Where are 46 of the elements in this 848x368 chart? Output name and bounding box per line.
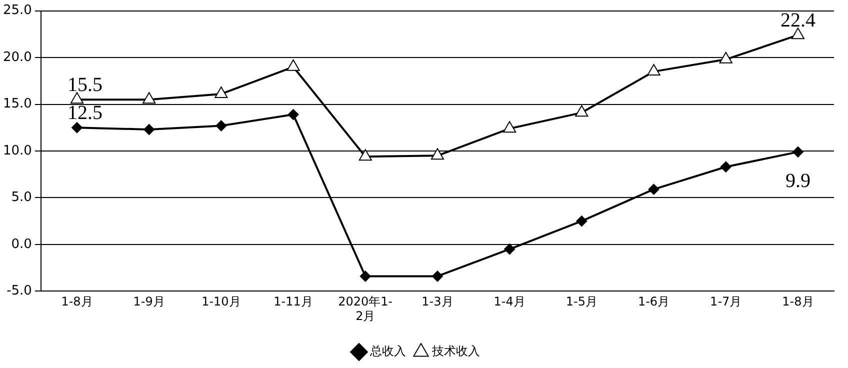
legend-label: 技术收入 (431, 344, 480, 358)
y-tick-label: 10.0 (2, 143, 32, 158)
legend-label: 总收入 (369, 344, 406, 358)
x-tick-label: 2020年1-2月 (338, 294, 393, 323)
y-tick-label: 0.0 (11, 236, 32, 252)
x-tick-label: 1-9月 (133, 294, 165, 309)
point (504, 244, 516, 255)
point (791, 28, 805, 40)
point (358, 149, 372, 161)
point (144, 124, 155, 136)
x-tick-label: 1-7月 (710, 294, 742, 309)
y-tick-label: 20.0 (2, 50, 32, 65)
x-tick-label: 1-11月 (274, 294, 313, 309)
data-label: 9.9 (785, 170, 810, 192)
point (71, 122, 82, 134)
y-tick-label: 25.0 (2, 3, 32, 18)
x-tick-label: 1-5月 (566, 294, 598, 309)
x-tick-label: 1-8月 (782, 294, 814, 309)
point (648, 184, 660, 195)
data-label: 22.4 (780, 9, 816, 32)
point (719, 52, 732, 64)
point (288, 109, 299, 120)
point (430, 148, 444, 160)
point (432, 270, 443, 282)
point (647, 64, 660, 76)
y-tick-label: 5.0 (11, 190, 32, 206)
x-tick-label: 1-10月 (202, 294, 241, 309)
point (575, 105, 588, 117)
point (360, 270, 371, 282)
point (142, 92, 156, 104)
point (214, 86, 228, 98)
data-label: 12.5 (67, 102, 102, 124)
point (286, 59, 300, 71)
x-tick-label: 1-8月 (61, 294, 93, 309)
data-label: 15.5 (67, 74, 102, 96)
point (792, 146, 804, 158)
x-tick-label: 1-3月 (422, 294, 454, 309)
point (70, 92, 84, 104)
point (576, 216, 588, 227)
y-tick-label: 15.0 (2, 96, 32, 112)
x-tick-label: 1-4月 (494, 294, 526, 309)
point (503, 121, 516, 133)
x-tick-label: 1-6月 (638, 294, 670, 309)
point (216, 120, 227, 132)
y-tick-label: -5.0 (6, 284, 32, 299)
point (720, 161, 732, 172)
